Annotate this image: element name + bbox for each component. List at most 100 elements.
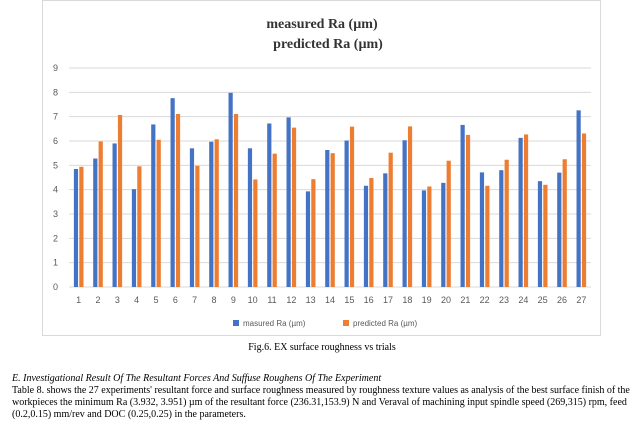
bar-measured xyxy=(344,140,349,287)
gridlines xyxy=(69,67,591,288)
x-tick-label: 9 xyxy=(231,295,236,305)
x-tick-label: 26 xyxy=(557,295,567,305)
bar-predicted xyxy=(117,114,123,288)
x-tick-label: 3 xyxy=(115,295,120,305)
x-tick-label: 7 xyxy=(192,295,197,305)
bar-measured xyxy=(402,140,407,287)
bar-predicted xyxy=(291,127,297,288)
bar-measured xyxy=(286,117,291,288)
bars xyxy=(73,92,587,288)
x-tick-label: 2 xyxy=(95,295,100,305)
bar-predicted xyxy=(504,159,509,287)
bar-measured xyxy=(151,124,156,287)
bar-predicted xyxy=(407,126,413,288)
bar-measured xyxy=(576,110,581,287)
x-tick-label: 14 xyxy=(325,295,335,305)
bar-predicted xyxy=(156,139,161,287)
bar-measured xyxy=(189,148,195,287)
bar-predicted xyxy=(543,184,548,287)
x-tick-label: 4 xyxy=(134,295,139,305)
bar-predicted xyxy=(581,133,587,287)
bar-predicted xyxy=(137,166,142,287)
bar-predicted xyxy=(330,153,335,287)
x-tick-label: 12 xyxy=(286,295,296,305)
legend: masured Ra (µm) predicted Ra (µm) xyxy=(233,319,418,328)
figure-caption: Fig.6. EX surface roughness vs trials xyxy=(248,342,396,353)
legend-label-predicted: predicted Ra (µm) xyxy=(353,319,418,328)
bar-predicted xyxy=(485,185,490,287)
bar-predicted xyxy=(214,139,219,287)
y-tick-label: 4 xyxy=(53,185,58,195)
section-heading: E. Investigational Result Of The Resulta… xyxy=(12,373,382,384)
bar-measured xyxy=(460,124,465,287)
chart-title-line-1: measured Ra (µm) xyxy=(266,17,378,32)
bar-predicted xyxy=(253,179,258,287)
y-tick-label: 1 xyxy=(53,258,58,268)
bar-measured xyxy=(209,141,214,287)
x-tick-label: 10 xyxy=(248,295,258,305)
x-tick-label: 15 xyxy=(344,295,354,305)
x-tick-label: 6 xyxy=(173,295,178,305)
y-tick-label: 2 xyxy=(53,233,58,243)
x-tick-label: 21 xyxy=(460,295,470,305)
y-tick-label: 5 xyxy=(53,160,58,170)
bar-predicted xyxy=(465,134,471,287)
bar-predicted xyxy=(98,141,103,287)
bar-measured xyxy=(441,182,446,287)
bar-predicted xyxy=(233,113,239,288)
bar-measured xyxy=(112,143,117,287)
x-tick-label: 17 xyxy=(383,295,393,305)
y-tick-label: 3 xyxy=(53,209,58,219)
bar-measured xyxy=(267,123,272,287)
bar-measured xyxy=(93,158,98,287)
bar-measured xyxy=(499,170,504,287)
x-tick-label: 1 xyxy=(76,295,81,305)
y-tick-label: 8 xyxy=(53,87,58,97)
x-tick-label: 16 xyxy=(364,295,374,305)
x-tick-label: 5 xyxy=(153,295,158,305)
y-tick-label: 0 xyxy=(53,282,58,292)
legend-swatch-predicted xyxy=(343,320,349,326)
bar-predicted xyxy=(427,186,432,287)
bar-chart: measured Ra (µm) predicted Ra (µm) 01234… xyxy=(53,17,591,328)
x-tick-label: 23 xyxy=(499,295,509,305)
x-tick-label: 20 xyxy=(441,295,451,305)
body-paragraph: Table 8. shows the 27 experiments' resul… xyxy=(12,385,630,420)
x-tick-label: 8 xyxy=(211,295,216,305)
bar-measured xyxy=(247,148,253,287)
bar-predicted xyxy=(272,153,277,287)
bar-predicted xyxy=(523,134,529,287)
bar-measured xyxy=(73,168,79,287)
bar-predicted xyxy=(79,166,84,287)
bar-measured xyxy=(518,137,523,287)
x-tick-label: 27 xyxy=(576,295,586,305)
x-tick-label: 22 xyxy=(480,295,490,305)
bar-predicted xyxy=(349,126,355,287)
bar-predicted xyxy=(175,113,181,288)
x-axis-ticks: 1 2 3 4 5 6 7 8 9 10 11 12 13 14 15 16 17 18 19 20 21 22 23 24 2… xyxy=(76,295,586,305)
bar-predicted xyxy=(369,177,374,287)
x-tick-label: 25 xyxy=(538,295,548,305)
bar-measured xyxy=(325,150,330,287)
bar-predicted xyxy=(388,152,393,287)
bar-predicted xyxy=(446,160,451,287)
bar-predicted xyxy=(562,159,567,287)
y-tick-label: 7 xyxy=(53,112,58,122)
bar-measured xyxy=(228,92,233,287)
bar-measured xyxy=(479,172,485,287)
x-tick-label: 19 xyxy=(422,295,432,305)
x-tick-label: 24 xyxy=(518,295,528,305)
bar-measured xyxy=(421,190,427,287)
y-tick-label: 6 xyxy=(53,136,58,146)
bar-measured xyxy=(305,191,311,287)
bar-measured xyxy=(131,189,137,287)
chart-title-line-2: predicted Ra (µm) xyxy=(273,37,383,52)
x-tick-label: 18 xyxy=(402,295,412,305)
bar-measured xyxy=(363,185,369,287)
legend-label-measured: masured Ra (µm) xyxy=(243,319,306,328)
y-axis-ticks: 0 1 2 3 4 5 6 7 8 9 xyxy=(53,63,58,292)
bar-predicted xyxy=(195,165,200,287)
bar-measured xyxy=(170,98,175,287)
x-tick-label: 13 xyxy=(306,295,316,305)
